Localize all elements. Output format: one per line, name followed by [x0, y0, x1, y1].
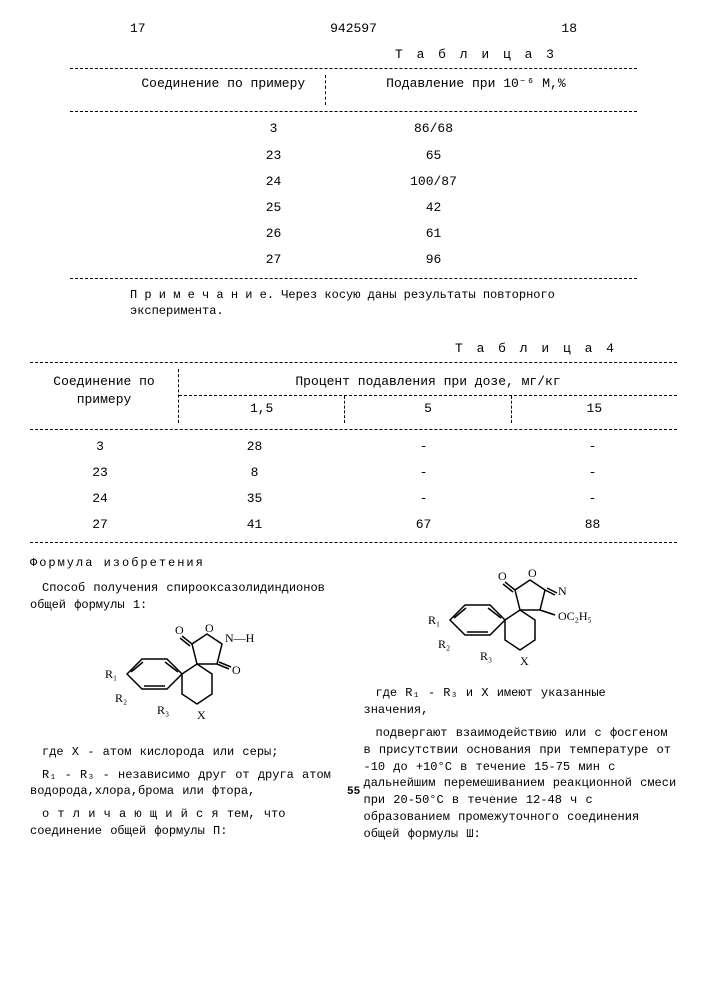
table4-cell-d1: 41	[170, 516, 339, 534]
table4-cell-d2: -	[339, 438, 508, 456]
table4-cell-d2: -	[339, 490, 508, 508]
table4-cell-d2: -	[339, 464, 508, 482]
table3-title: Т а б л и ц а 3	[30, 46, 677, 64]
table4-cell-compound: 27	[30, 516, 170, 534]
table4-cell-d3: -	[508, 490, 677, 508]
svg-text:R₂: R₂	[115, 691, 127, 705]
table4-col1-header: Соединение по примеру	[30, 369, 178, 422]
formula-section: Формула изобретения Способ получения спи…	[30, 555, 677, 848]
table-row: 27416788	[30, 516, 677, 534]
table4-title: Т а б л и ц а 4	[30, 340, 677, 358]
table-row: 2435--	[30, 490, 677, 508]
formula-right-column: R₁ R₂ R₃ X O O N OC₂H₅ где R₁ - R₃ и X и…	[364, 555, 678, 848]
table4-bottom-rule	[30, 542, 677, 543]
table4-col2-top: Процент подавления при дозе, мг/кг	[179, 369, 677, 395]
formula-left-p3: R₁ - R₃ - независимо друг от друга атом …	[30, 767, 344, 801]
table-row: 3 86/68	[30, 120, 677, 138]
svg-text:X: X	[197, 708, 206, 722]
svg-text:O: O	[232, 663, 241, 677]
table3-cell-value: 65	[394, 147, 474, 165]
table4-sub1: 1,5	[179, 396, 344, 422]
table3-header-rule	[70, 111, 637, 112]
formula-right-p1: где R₁ - R₃ и X имеют указанные значения…	[364, 685, 678, 719]
formula-section-title: Формула изобретения	[30, 555, 344, 572]
page-header: 17 942597 18	[30, 20, 677, 38]
table3-col1-header: Соединение по примеру	[121, 75, 325, 105]
table-row: 24 100/87	[30, 173, 677, 191]
table3-bottom-rule	[70, 278, 637, 279]
table-row: 27 96	[30, 251, 677, 269]
svg-text:O: O	[498, 569, 507, 583]
svg-text:R₃: R₃	[480, 649, 492, 663]
svg-text:O: O	[528, 566, 537, 580]
table3-cell-compound: 23	[234, 147, 314, 165]
table3-cell-value: 96	[394, 251, 474, 269]
table4-header-rule	[30, 429, 677, 430]
table4-cell-d3: -	[508, 438, 677, 456]
table4-cell-compound: 23	[30, 464, 170, 482]
formula-left-p1: Способ получения спирооксазолидиндионов …	[30, 580, 344, 614]
table4-cell-compound: 3	[30, 438, 170, 456]
svg-text:R₂: R₂	[438, 637, 450, 651]
left-page-num: 17	[130, 20, 146, 38]
table3-body: 3 86/68 23 65 24 100/87 25 42 26 61 27 96	[30, 120, 677, 269]
line-number-55: 55	[347, 785, 360, 800]
svg-text:N—H: N—H	[225, 631, 255, 645]
table3-cell-compound: 26	[234, 225, 314, 243]
table3-cell-compound: 25	[234, 199, 314, 217]
table3-cell-value: 100/87	[394, 173, 474, 191]
svg-text:R₃: R₃	[157, 703, 169, 717]
table4-cell-d3: 88	[508, 516, 677, 534]
table4-cell-d1: 8	[170, 464, 339, 482]
chem-structure-2: R₁ R₂ R₃ X O O N OC₂H₅	[420, 565, 620, 675]
table3-header-divider	[325, 75, 366, 105]
svg-text:R₁: R₁	[105, 667, 117, 681]
svg-text:N: N	[558, 584, 567, 598]
table4-cell-d1: 28	[170, 438, 339, 456]
svg-text:O: O	[175, 624, 184, 637]
table4-sub3: 15	[512, 396, 677, 422]
table3-header: Соединение по примеру Подавление при 10⁻…	[30, 75, 677, 105]
table4-cell-d2: 67	[339, 516, 508, 534]
table-row: 25 42	[30, 199, 677, 217]
table4-cell-d1: 35	[170, 490, 339, 508]
table3-cell-compound: 3	[234, 120, 314, 138]
table4-cell-compound: 24	[30, 490, 170, 508]
table-row: 26 61	[30, 225, 677, 243]
table4-top-rule	[30, 362, 677, 363]
table4-body: 328--238--2435--27416788	[30, 438, 677, 535]
table3-note: П р и м е ч а н и е. Через косую даны ре…	[130, 287, 597, 321]
formula-left-p2: где X - атом кислорода или серы;	[30, 744, 344, 761]
table4-cell-d3: -	[508, 464, 677, 482]
table-row: 238--	[30, 464, 677, 482]
doc-number: 942597	[330, 20, 377, 38]
table3-cell-value: 42	[394, 199, 474, 217]
svg-text:R₁: R₁	[428, 613, 440, 627]
svg-text:OC₂H₅: OC₂H₅	[558, 609, 592, 623]
table3-col2-header: Подавление при 10⁻⁶ М,%	[366, 75, 585, 105]
table-row: 23 65	[30, 147, 677, 165]
right-page-num: 18	[561, 20, 577, 38]
table3-top-rule	[70, 68, 637, 69]
table-row: 328--	[30, 438, 677, 456]
formula-left-p4: о т л и ч а ю щ и й с я тем, что соедине…	[30, 806, 344, 840]
svg-text:X: X	[520, 654, 529, 668]
formula-right-p2: подвергают взаимодействию или с фосгеном…	[364, 725, 678, 843]
chem-structure-1: R₁ R₂ R₃ X O O N—H O	[97, 624, 277, 734]
formula-left-column: Формула изобретения Способ получения спи…	[30, 555, 344, 848]
table3-cell-value: 86/68	[394, 120, 474, 138]
table3-cell-compound: 24	[234, 173, 314, 191]
table3-cell-value: 61	[394, 225, 474, 243]
table3-cell-compound: 27	[234, 251, 314, 269]
table4-header: Соединение по примеру Процент подавления…	[30, 369, 677, 422]
table4-sub2: 5	[345, 396, 510, 422]
svg-text:O: O	[205, 624, 214, 635]
